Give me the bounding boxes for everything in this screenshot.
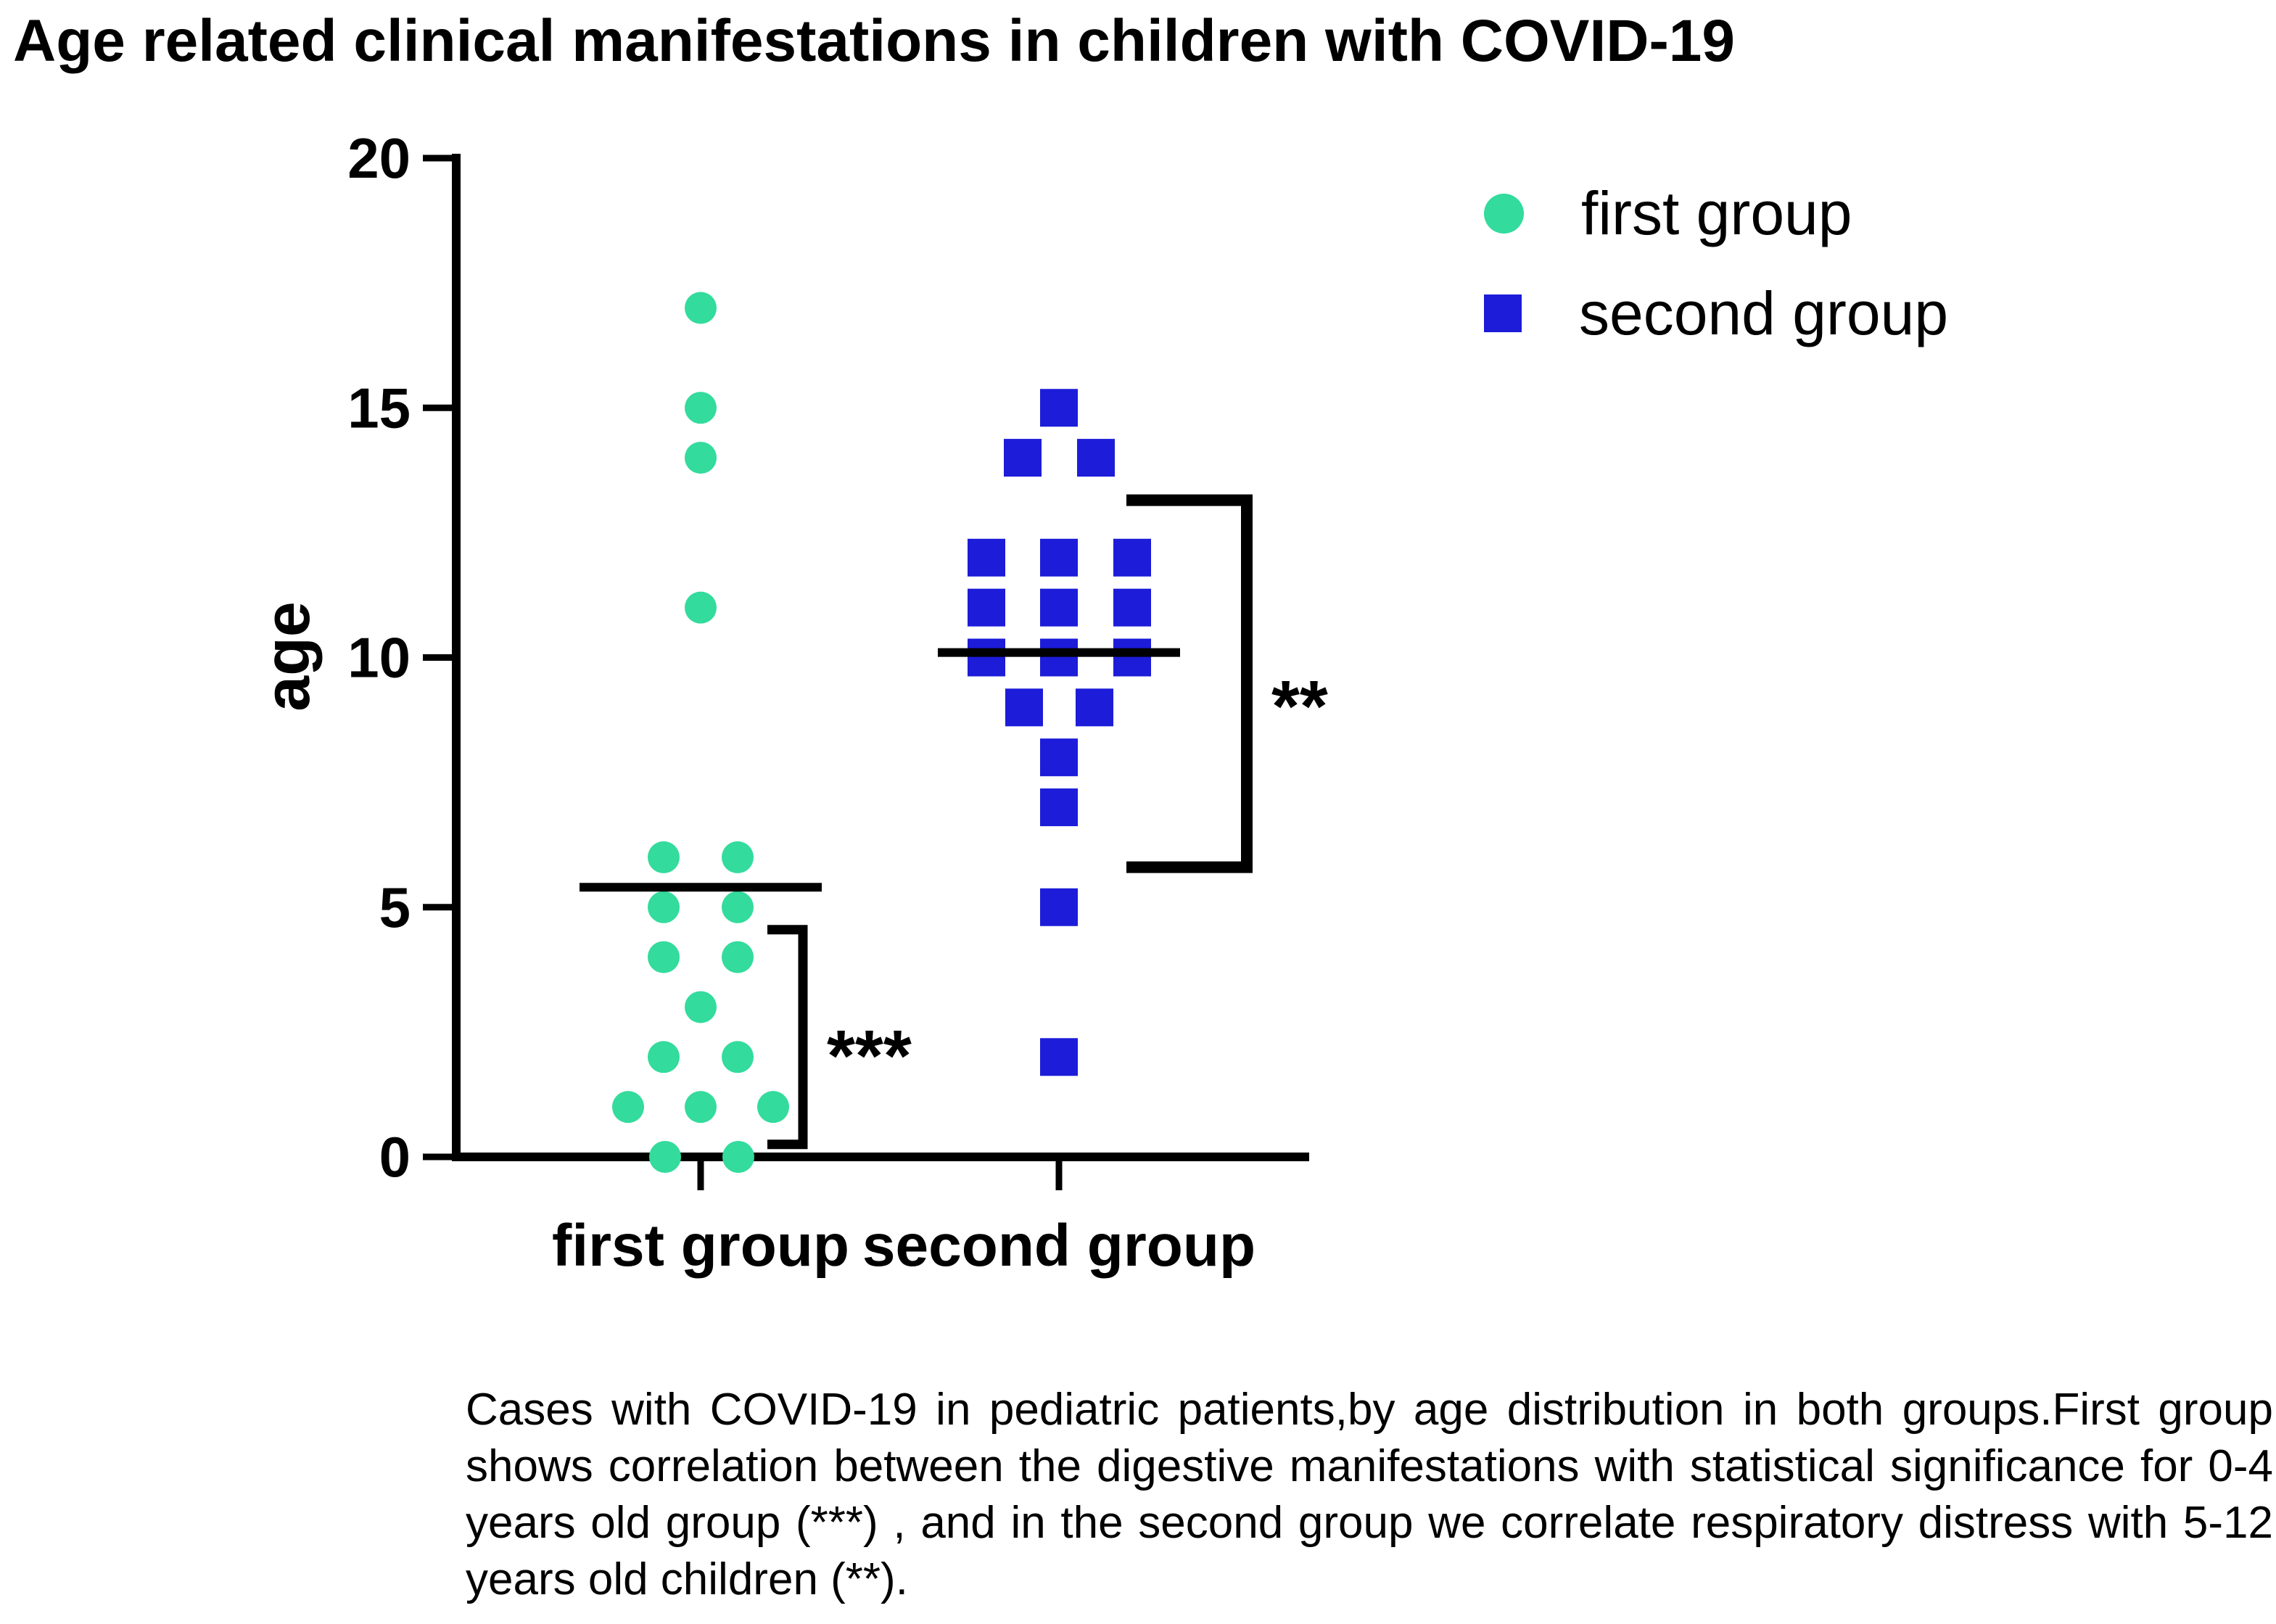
figure-caption: Cases with COVID-19 in pediatric patient… <box>466 1385 2273 1604</box>
data-point-second-group <box>968 638 1005 677</box>
chart-title: Age related clinical manifestations in c… <box>13 8 1735 74</box>
data-point-second-group <box>1113 538 1151 577</box>
data-point-first-group <box>722 941 754 973</box>
data-point-first-group <box>685 292 717 324</box>
data-point-second-group <box>1005 688 1043 727</box>
data-point-first-group <box>612 1091 644 1124</box>
legend-item-first-group: first group <box>1484 183 1948 244</box>
data-point-second-group <box>1077 439 1115 477</box>
data-point-second-group <box>968 538 1005 577</box>
data-point-second-group <box>1040 389 1078 427</box>
data-point-first-group <box>757 1091 789 1124</box>
data-point-first-group <box>648 841 680 873</box>
x-axis-label-first-group: first group <box>552 1213 849 1279</box>
significance-stars-2: ** <box>1271 666 1328 747</box>
data-point-second-group <box>1040 588 1078 627</box>
data-point-second-group <box>1040 888 1078 926</box>
data-point-second-group <box>1040 1038 1078 1076</box>
data-point-first-group <box>685 591 717 624</box>
legend-item-second-group: second group <box>1484 283 1948 344</box>
data-point-second-group <box>1040 638 1078 677</box>
y-tick-label: 15 <box>347 376 411 440</box>
legend-label-second-group: second group <box>1579 279 1949 347</box>
y-axis-label: age <box>251 601 323 712</box>
data-point-second-group <box>1076 688 1113 727</box>
data-point-second-group <box>1040 538 1078 577</box>
y-tick-label: 0 <box>379 1125 411 1189</box>
data-point-first-group <box>648 941 680 973</box>
data-point-second-group <box>1004 439 1042 477</box>
x-axis-label-second-group: second group <box>862 1213 1255 1279</box>
data-point-first-group <box>685 392 717 424</box>
data-point-second-group <box>1040 788 1078 827</box>
data-point-second-group <box>968 588 1005 627</box>
data-point-first-group <box>685 991 717 1023</box>
y-tick-label: 20 <box>347 126 411 190</box>
data-point-first-group <box>722 891 754 923</box>
data-point-second-group <box>1040 738 1078 777</box>
significance-bracket-2 <box>1126 494 1253 873</box>
legend: first group second group <box>1484 183 1948 344</box>
legend-label-first-group: first group <box>1581 179 1852 247</box>
data-point-first-group <box>685 1091 717 1124</box>
data-point-first-group <box>722 1041 754 1073</box>
data-point-second-group <box>1113 588 1151 627</box>
data-point-first-group <box>649 1141 681 1173</box>
y-tick-label: 5 <box>379 875 411 939</box>
data-point-first-group <box>685 442 717 474</box>
y-tick-label: 10 <box>347 626 411 690</box>
data-point-first-group <box>648 891 680 923</box>
significance-bracket-1 <box>767 925 808 1150</box>
data-point-first-group <box>722 1141 754 1173</box>
significance-stars-1: *** <box>827 1015 912 1097</box>
second-group-marker-icon <box>1484 294 1522 332</box>
data-point-first-group <box>648 1041 680 1073</box>
data-point-second-group <box>1113 638 1151 677</box>
first-group-marker-icon <box>1484 193 1524 234</box>
data-point-first-group <box>722 841 754 873</box>
